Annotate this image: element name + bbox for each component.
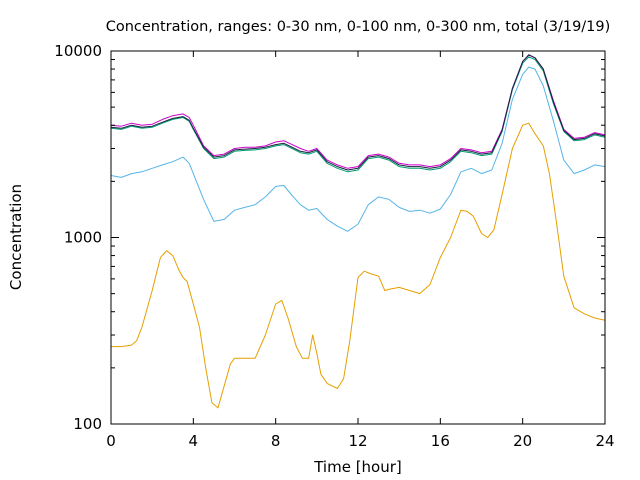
x-tick-label: 16 xyxy=(431,432,450,450)
series-line-3 xyxy=(110,56,606,173)
series-line-5 xyxy=(110,54,606,171)
x-tick-label: 4 xyxy=(189,432,199,450)
series-line-4 xyxy=(110,54,606,169)
x-axis-label: Time [hour] xyxy=(313,458,402,476)
series-layer xyxy=(110,54,606,409)
y-tick-label: 100 xyxy=(73,415,102,433)
y-tick-label: 1000 xyxy=(64,229,102,247)
x-tick-label: 20 xyxy=(513,432,532,450)
series-line-2 xyxy=(110,66,606,232)
x-tick-label: 8 xyxy=(271,432,281,450)
plot-frame xyxy=(110,50,606,425)
x-tick-label: 24 xyxy=(595,432,614,450)
y-tick-label: 10000 xyxy=(54,42,102,60)
chart-title: Concentration, ranges: 0-30 nm, 0-100 nm… xyxy=(106,19,611,35)
tick-layer: 0 4 8 12 16 20 24 100 1000 10000 xyxy=(54,42,614,450)
x-tick-label: 0 xyxy=(106,432,116,450)
y-axis-label: Concentration xyxy=(7,184,25,290)
series-line-1 xyxy=(111,122,606,409)
x-tick-label: 12 xyxy=(348,432,367,450)
